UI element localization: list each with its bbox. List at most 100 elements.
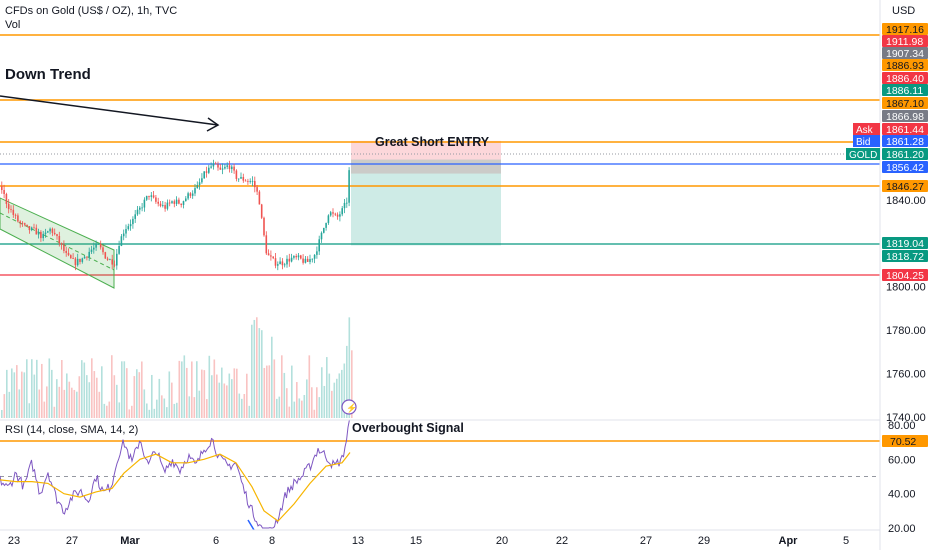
volume-bar [38, 389, 41, 418]
volume-bar [298, 398, 301, 418]
volume-bar [68, 381, 71, 418]
descending-channel[interactable] [0, 197, 115, 289]
price-label: 1917.16 [886, 24, 924, 36]
time-tick-label: 22 [556, 535, 568, 547]
volume-bar [171, 382, 173, 418]
candle-body [286, 258, 288, 265]
price-label: 1846.27 [886, 181, 924, 193]
candle-body [316, 251, 318, 255]
volume-bar [21, 371, 23, 418]
volume-bar [16, 365, 18, 418]
price-tag-box [853, 123, 880, 135]
price-label-box [882, 237, 928, 249]
candle-body [74, 258, 77, 266]
volume-bar [241, 398, 243, 418]
event-icon [341, 399, 357, 415]
volume-bar [96, 377, 98, 418]
candle-body [67, 252, 70, 256]
price-label: 1886.40 [886, 73, 924, 85]
price-label-box [882, 148, 928, 160]
candle-body [37, 231, 40, 235]
volume-bar [283, 372, 286, 418]
volume-bar [33, 374, 36, 418]
volume-bar [183, 355, 186, 418]
volume-bar [118, 402, 121, 418]
candle-body [309, 259, 311, 262]
volume-bar [328, 373, 331, 418]
candle-body [70, 255, 72, 259]
price-label: 1804.25 [886, 270, 924, 282]
horizontal-levels[interactable] [0, 34, 880, 276]
volume-bar [173, 403, 176, 418]
time-tick-label: 13 [352, 535, 364, 547]
price-label: 1861.28 [886, 136, 924, 148]
candle-body [178, 199, 180, 204]
candle-body [141, 207, 143, 209]
candle-body [203, 171, 205, 179]
volume-bar [191, 361, 193, 418]
volume-bar [128, 409, 131, 418]
candle-body [19, 221, 21, 223]
volume-bar [46, 386, 48, 418]
annotations[interactable]: Down Trend Great Short ENTRY Overbought Si… [0, 66, 490, 435]
candle-body [198, 182, 201, 186]
candle-body [86, 256, 88, 258]
candle-body [79, 258, 81, 262]
volume-bar [288, 406, 291, 418]
rsi-divergence-mark [247, 519, 255, 531]
price-label: 1861.44 [886, 124, 924, 136]
volume-bar [291, 365, 293, 418]
candle-body [81, 258, 84, 262]
time-tick-label: 23 [8, 535, 20, 547]
time-tick-label: 8 [269, 535, 275, 547]
volume-bar [61, 360, 63, 418]
candle-body [182, 201, 185, 205]
volume-bar [206, 399, 208, 418]
volume-bar [281, 355, 283, 418]
volume-bar [133, 376, 136, 418]
short-position-tool[interactable] [351, 140, 501, 246]
candle-body [63, 244, 65, 251]
volume-bar [138, 372, 141, 418]
volume-bar [116, 384, 118, 418]
candle-body [44, 232, 47, 234]
volume-bar [248, 405, 251, 418]
candle-body [139, 207, 141, 210]
candle-body [212, 163, 215, 167]
candle-body [274, 258, 277, 266]
time-tick-label: 29 [698, 535, 710, 547]
candle-body [329, 212, 332, 216]
candle-body [187, 193, 189, 199]
candle-body [28, 226, 31, 231]
candle-body [24, 223, 26, 225]
price-label: 1867.10 [886, 98, 924, 110]
volume-bar [216, 374, 218, 418]
candle-body [194, 188, 196, 194]
volume-bar [263, 367, 266, 418]
event-icon-glyph: ⚡ [346, 402, 357, 414]
candle-body [208, 167, 210, 173]
price-labels: 1917.161911.981907.341886.931886.401886.… [846, 23, 928, 448]
volume-bar [168, 371, 171, 418]
candle-body [95, 244, 97, 248]
candle-body [325, 222, 327, 228]
volume-bar [266, 365, 268, 418]
volume-bars [1, 317, 353, 418]
candle-body [288, 258, 291, 262]
overbought-label: Overbought Signal [352, 421, 464, 435]
volume-bar [228, 373, 231, 418]
volume-bar [208, 355, 211, 418]
candle-body [336, 214, 339, 217]
candle-body [93, 247, 95, 250]
price-label: 1856.42 [886, 162, 924, 174]
volume-bar [11, 368, 13, 418]
time-tick-label: 6 [213, 535, 219, 547]
candle-body [116, 253, 118, 266]
candle-body [201, 178, 203, 183]
stop-loss-zone [351, 140, 501, 174]
candle-body [302, 258, 304, 263]
candle-body [148, 195, 150, 197]
candle-body [53, 232, 56, 235]
price-label: 1886.11 [886, 85, 923, 97]
